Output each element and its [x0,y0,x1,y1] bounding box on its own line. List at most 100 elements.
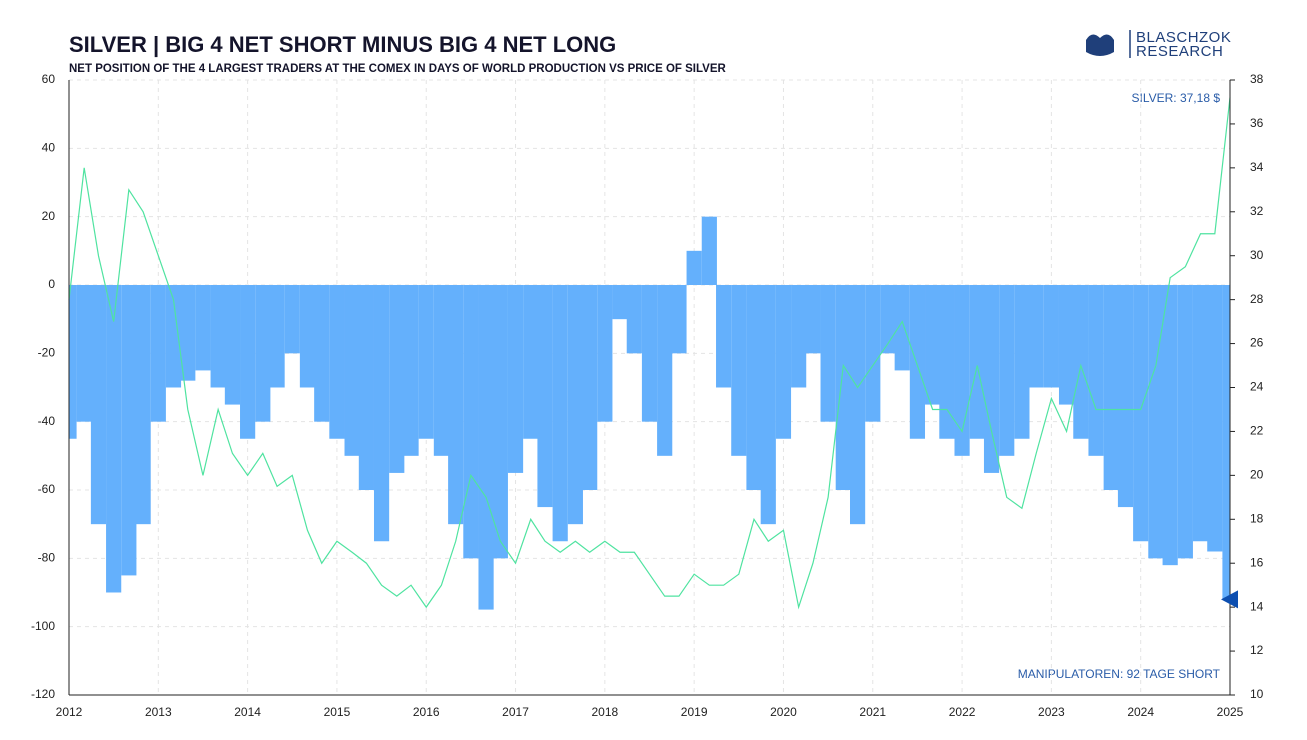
y-tick-label: 0 [48,277,55,291]
bar [165,285,182,388]
brand-line: RESEARCH [1136,43,1223,60]
y-tick-label: -80 [38,551,56,565]
logo [1086,30,1131,58]
bar [224,285,241,405]
y-tick-label: 20 [42,209,56,223]
brand-line: BLASCHZOK [1136,29,1231,46]
bar [135,285,151,525]
bar [1028,285,1044,388]
bar [284,285,300,354]
price-line [68,97,1231,610]
bar [775,285,792,439]
current-marker [1221,590,1238,609]
y2-tick-label: 16 [1250,555,1264,569]
bar [939,285,955,439]
bar [478,285,494,610]
bar [1058,285,1075,405]
bar [835,285,851,490]
x-tick-label: 2018 [591,705,618,719]
bar [894,285,910,371]
bar [69,285,77,439]
y2-tick-label: 10 [1250,687,1264,701]
bar [657,285,673,456]
bar [255,285,271,422]
x-tick-label: 2013 [145,705,172,719]
bar [121,285,137,576]
bar [344,285,360,456]
bar [1117,285,1134,508]
bar [849,285,866,525]
bar [106,285,122,593]
bar [880,285,896,354]
bar [1222,285,1230,600]
y2-tick-label: 26 [1250,336,1264,350]
x-tick-label: 2012 [56,705,83,719]
bar [582,285,598,490]
bar [329,285,345,439]
bar [448,285,464,525]
bar [1088,285,1104,456]
bar [150,285,166,422]
bar [76,285,92,422]
bar [299,285,316,388]
y2-tick-label: 24 [1250,380,1264,394]
y-tick-label: -40 [38,414,56,428]
bar [180,285,196,381]
x-tick-label: 2023 [1038,705,1065,719]
bar [671,285,687,354]
bar [210,285,226,388]
bar [463,285,479,559]
bar [1177,285,1193,559]
bar [1073,285,1089,439]
bar [240,285,256,439]
bar [731,285,747,456]
bar [597,285,613,422]
chart-title: SILVER | BIG 4 NET SHORT MINUS BIG 4 NET… [69,32,616,57]
chart-subtitle: NET POSITION OF THE 4 LARGEST TRADERS AT… [69,63,727,75]
bar [701,216,717,285]
y2-tick-label: 22 [1250,424,1264,438]
bar [805,285,821,354]
bar [983,285,1000,473]
x-tick-label: 2017 [502,705,529,719]
bar [1162,285,1178,566]
bar [641,285,658,422]
bar [314,285,330,422]
y2-tick-label: 20 [1250,468,1264,482]
bar [1014,285,1030,439]
bar [999,285,1015,456]
bar [358,285,374,490]
y-tick-label: -20 [38,346,56,360]
bar [552,285,568,542]
y2-tick-label: 14 [1250,599,1264,613]
bar [1207,285,1223,552]
bar [523,285,539,439]
bar [373,285,390,542]
bar [820,285,836,422]
bar [195,285,211,371]
bar [716,285,732,388]
price-annotation: SILVER: 37,18 $ [1132,91,1221,105]
bar [269,285,285,388]
bar [1192,285,1209,542]
bar [433,285,450,456]
x-tick-label: 2016 [413,705,440,719]
bar [1133,285,1149,542]
bar [1148,285,1164,559]
x-tick-label: 2015 [324,705,351,719]
y2-tick-label: 18 [1250,511,1264,525]
x-tick-label: 2019 [681,705,708,719]
bar [969,285,985,439]
bar [626,285,642,354]
y-tick-label: -120 [31,687,55,701]
y2-tick-label: 12 [1250,643,1264,657]
bar [909,285,926,439]
y2-tick-label: 34 [1250,160,1264,174]
bar [567,285,583,525]
y2-tick-label: 38 [1250,72,1264,86]
bar [90,285,107,525]
y2-tick-label: 28 [1250,292,1264,306]
x-tick-label: 2021 [859,705,886,719]
y2-tick-label: 32 [1250,204,1264,218]
